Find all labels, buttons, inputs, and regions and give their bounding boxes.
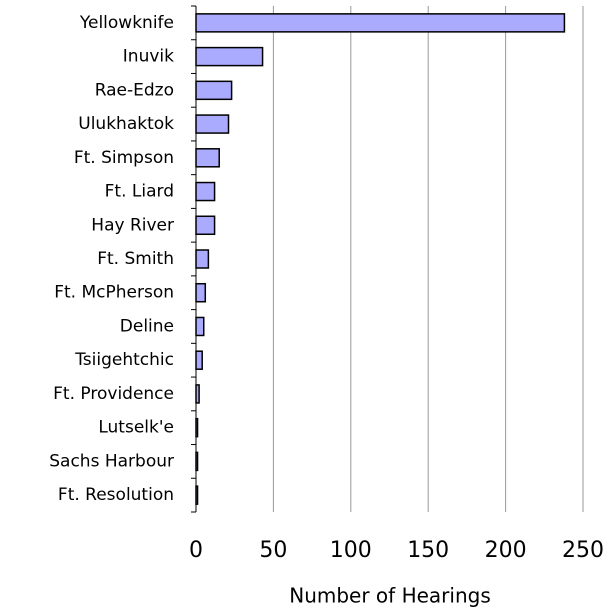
y-tick-label: Sachs Harbour — [49, 451, 174, 471]
bar — [195, 80, 233, 101]
x-tick-label: 0 — [189, 538, 203, 563]
bar — [195, 451, 199, 472]
y-tick-label: Ft. Liard — [105, 182, 174, 202]
bar — [195, 485, 199, 505]
y-tick-label: Ulukhaktok — [78, 114, 174, 134]
y-tick-label: Ft. Resolution — [58, 485, 174, 505]
x-tick-label: 100 — [330, 538, 372, 563]
x-tick-label: 50 — [259, 538, 287, 563]
bar — [195, 114, 230, 134]
x-tick-label: 250 — [562, 538, 604, 563]
bar — [195, 181, 216, 202]
bar — [195, 417, 199, 438]
y-tick-label: Ft. McPherson — [54, 283, 174, 303]
y-tick-label: Ft. Simpson — [74, 148, 174, 168]
y-tick-label: Inuvik — [123, 47, 174, 67]
y-tick-label: Deline — [120, 316, 174, 336]
y-tick-label: Ft. Providence — [53, 384, 174, 404]
y-tick-label: Rae-Edzo — [95, 80, 174, 100]
bar — [195, 148, 220, 168]
x-tick-label: 150 — [407, 538, 449, 563]
y-tick-label: Lutselk'e — [98, 418, 174, 438]
bar — [195, 13, 566, 33]
x-tick-label: 200 — [485, 538, 527, 563]
bar — [195, 384, 200, 404]
bar — [195, 215, 216, 236]
bar — [195, 350, 203, 370]
bar — [195, 316, 205, 337]
y-tick-label: Tsiigehtchic — [74, 350, 174, 370]
x-axis-label: Number of Hearings — [289, 584, 491, 608]
bar — [195, 249, 210, 269]
y-tick-label: Yellowknife — [79, 13, 174, 33]
y-tick-label: Ft. Smith — [97, 249, 174, 269]
y-tick-label: Hay River — [91, 215, 174, 235]
bar — [195, 282, 207, 303]
bar — [195, 46, 264, 67]
